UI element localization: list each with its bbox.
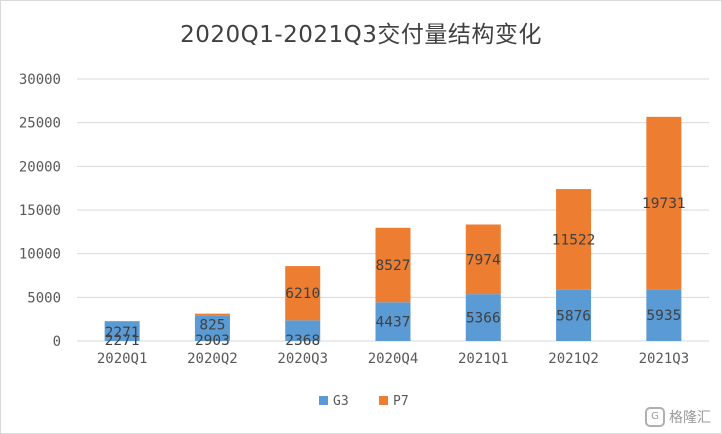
bar-P7-2020Q2: [194, 313, 230, 316]
data-label-P7-2021Q1: 7974: [466, 252, 501, 268]
bar-P7-2020Q4: [375, 227, 411, 303]
data-label-G3-2021Q3: 5935: [646, 308, 681, 324]
y-tick-label-0: 0: [53, 334, 61, 350]
y-tick-label-3: 15000: [19, 203, 61, 219]
bar-G3-2020Q4: [375, 302, 411, 341]
x-tick-label-5: 2021Q2: [548, 351, 599, 367]
bar-G3-2021Q1: [465, 294, 501, 341]
legend-swatch-P7: [379, 396, 388, 405]
legend-label-G3: G3: [333, 394, 349, 409]
y-tick-label-1: 5000: [27, 290, 61, 306]
data-label-G3-2020Q4: 4437: [376, 315, 411, 331]
chart-title: 2020Q1-2021Q3交付量结构变化: [180, 22, 542, 48]
watermark-text: 格隆汇: [669, 410, 711, 426]
gelonghui-logo-icon: G: [645, 407, 665, 427]
data-label-P7-2020Q1: 2271: [105, 325, 140, 341]
y-tick-label-4: 20000: [19, 159, 61, 175]
bar-P7-2021Q2: [556, 189, 592, 290]
x-tick-label-2: 2020Q3: [277, 351, 328, 367]
x-tick-label-4: 2021Q1: [458, 351, 509, 367]
x-tick-label-6: 2021Q3: [639, 351, 690, 367]
bar-G3-2020Q1: [104, 321, 140, 341]
data-label-P7-2021Q3: 19731: [642, 196, 686, 212]
legend-label-P7: P7: [393, 394, 409, 409]
legend-swatch-G3: [319, 396, 328, 405]
data-label-P7-2020Q4: 8527: [376, 258, 411, 274]
x-tick-label-3: 2020Q4: [368, 351, 419, 367]
data-label-G3-2021Q2: 5876: [556, 308, 591, 324]
data-label-P7-2021Q2: 11522: [552, 232, 596, 248]
y-tick-label-5: 25000: [19, 116, 61, 132]
data-label-G3-2020Q3: 2368: [285, 333, 320, 349]
data-label-P7-2020Q3: 6210: [285, 286, 320, 302]
bar-G3-2020Q2: [194, 315, 230, 341]
bar-P7-2021Q3: [646, 116, 682, 290]
data-label-G3-2020Q2: 2903: [195, 333, 230, 349]
data-label-G3-2020Q1: 2271: [105, 333, 140, 349]
bar-G3-2021Q2: [556, 289, 592, 341]
bar-G3-2020Q3: [285, 320, 321, 341]
bar-P7-2021Q1: [465, 224, 501, 295]
watermark: G 格隆汇: [645, 407, 711, 427]
bar-P7-2020Q3: [285, 266, 321, 321]
y-tick-label-6: 30000: [19, 72, 61, 88]
data-label-P7-2020Q2: 825: [199, 318, 225, 334]
bar-G3-2021Q3: [646, 289, 682, 341]
y-tick-label-2: 10000: [19, 247, 61, 263]
data-label-G3-2021Q1: 5366: [466, 311, 501, 327]
x-tick-label-1: 2020Q2: [187, 351, 238, 367]
x-tick-label-0: 2020Q1: [97, 351, 148, 367]
